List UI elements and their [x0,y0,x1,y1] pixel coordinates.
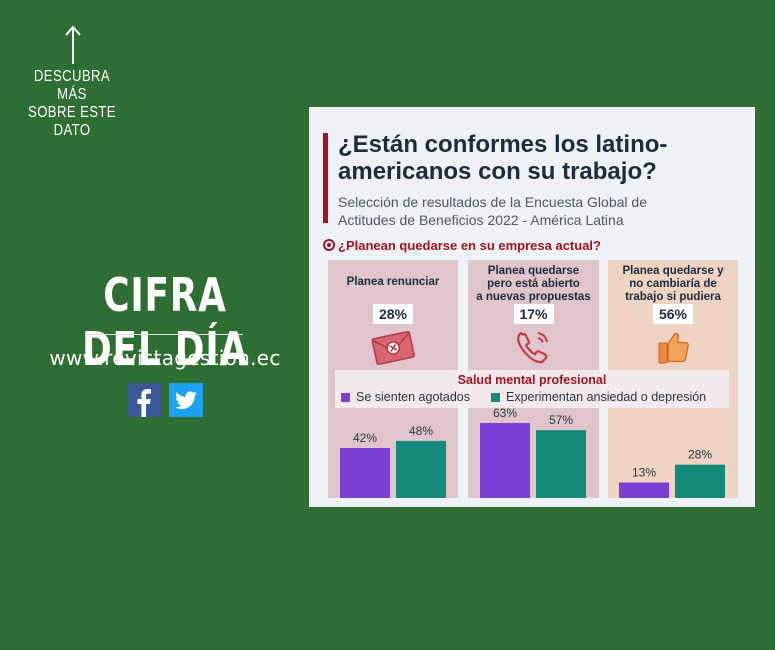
infographic-card: ¿Están conformes los latino- americanos … [309,107,755,507]
bar-ansiedad [396,440,446,498]
bar-value-label: 57% [549,413,573,427]
twitter-button[interactable] [169,383,203,417]
legend-label: Se sienten agotados [356,390,470,404]
bar-value-label: 42% [353,431,377,445]
up-arrow-icon [65,25,81,64]
descubra-line-1: DESCUBRA MÁS [33,68,111,103]
legend-swatch [341,392,350,402]
headline: CIFRA DEL DÍA [81,268,249,376]
bar-value-label: 48% [409,424,433,438]
divider [85,334,243,335]
legend-swatch [491,392,500,402]
panel-percent: 17% [513,304,554,324]
panel-label: Planea renunciar [328,276,458,289]
bar-agotados [480,423,530,498]
title-line-2: americanos con su trabajo? [338,158,657,185]
subtitle-line-1: Selección de resultados de la Encuesta G… [338,194,647,210]
bar-value-label: 28% [688,448,712,462]
envelope-icon [371,330,415,366]
website-link[interactable]: www.revistagestion.ec [49,346,281,370]
title-accent-bar [323,133,328,223]
legend-label: Experimentan ansiedad o depresión [506,390,707,404]
panel-label-line: no cambiaría de [629,278,717,290]
chart-title: ¿Están conformes los latino- americanos … [338,131,743,185]
panel-label: Planea quedarse pero está abierto a nuev… [468,265,599,304]
survey-question: ¿Planean quedarse en su empresa actual? [323,238,743,253]
descubra-mas-link[interactable]: DESCUBRA MÁS SOBRE ESTE DATO [23,68,121,140]
question-text: ¿Planean quedarse en su empresa actual? [338,238,601,253]
radio-dot-icon [323,239,335,251]
facebook-button[interactable] [127,383,161,417]
panel-label-line: a nuevas propuestas [476,291,591,303]
panel-percent: 56% [652,304,694,324]
bar-agotados [619,482,669,498]
legend: Salud mental profesional Se sienten agot… [335,370,729,408]
panel-label-line: trabajo si pudiera [625,291,721,303]
title-line-1: ¿Están conformes los latino- [338,131,668,158]
bar-ansiedad [536,430,586,498]
descubra-line-3: DATO [53,122,91,139]
panel-label: Planea quedarse y no cambiaría de trabaj… [608,265,738,304]
legend-item-ansiedad: Experimentan ansiedad o depresión [491,390,706,404]
chart-subtitle: Selección de resultados de la Encuesta G… [338,193,748,229]
panel-label-line: Planea renunciar [346,276,440,288]
subtitle-line-2: Actitudes de Beneficios 2022 - América L… [338,212,624,228]
legend-title: Salud mental profesional [457,373,607,387]
legend-item-agotados: Se sienten agotados [341,390,470,404]
panel-label-line: Planea quedarse [487,265,580,277]
facebook-icon [137,389,151,417]
twitter-icon [175,391,197,410]
panel-label-line: pero está abierto [487,278,580,290]
panel-percent: 28% [372,304,414,324]
bar-chart: 42% 48% 63% 57% 13% 28% [340,406,725,498]
bar-ansiedad [675,464,725,498]
bar-value-label: 13% [632,466,656,480]
bar-agotados [340,448,390,498]
thumbs-up-icon [658,332,689,364]
phone-icon [516,331,548,364]
bar-value-label: 63% [493,406,517,420]
descubra-line-2: SOBRE ESTE [28,104,116,121]
panel-label-line: Planea quedarse y [622,265,724,277]
